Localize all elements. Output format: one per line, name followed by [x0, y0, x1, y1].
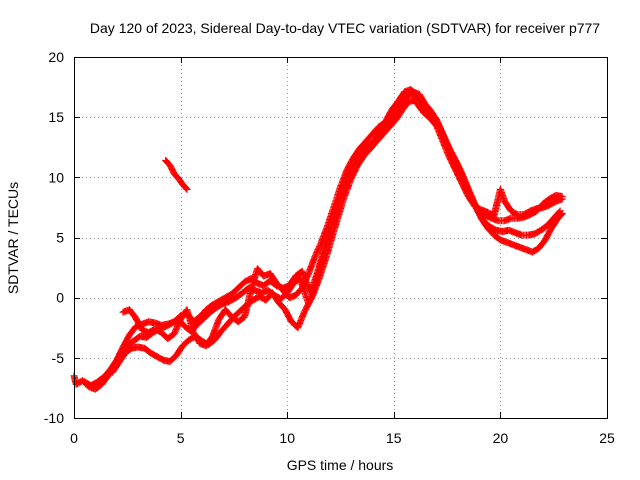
y-tick-label: 15 — [48, 109, 64, 125]
x-tick-label: 5 — [177, 430, 185, 446]
x-tick-label: 10 — [279, 430, 295, 446]
y-tick-label: 5 — [56, 230, 64, 246]
series-isolated-segment — [162, 156, 191, 193]
x-tick-label: 20 — [493, 430, 509, 446]
ticks-layer: 0 5 10 15 20 25 -10 -5 0 5 10 15 20 — [44, 49, 615, 446]
y-tick-label: 0 — [56, 290, 64, 306]
plot-frame — [74, 57, 608, 419]
data-point-fill — [163, 157, 190, 192]
data-points-layer — [70, 85, 566, 393]
y-tick-label: 10 — [48, 169, 64, 185]
data-point-fill — [120, 86, 565, 349]
y-axis-label: SDTVAR / TECUs — [5, 182, 21, 294]
y-tick-label: -5 — [52, 350, 65, 366]
y-tick-label: 20 — [48, 49, 64, 65]
x-axis-label: GPS time / hours — [287, 457, 394, 473]
x-tick-label: 25 — [599, 430, 615, 446]
chart-title: Day 120 of 2023, Sidereal Day-to-day VTE… — [90, 20, 600, 36]
x-tick-label: 15 — [386, 430, 402, 446]
y-tick-label: -10 — [44, 410, 64, 426]
series-track-d — [119, 85, 566, 350]
x-tick-label: 0 — [70, 430, 78, 446]
